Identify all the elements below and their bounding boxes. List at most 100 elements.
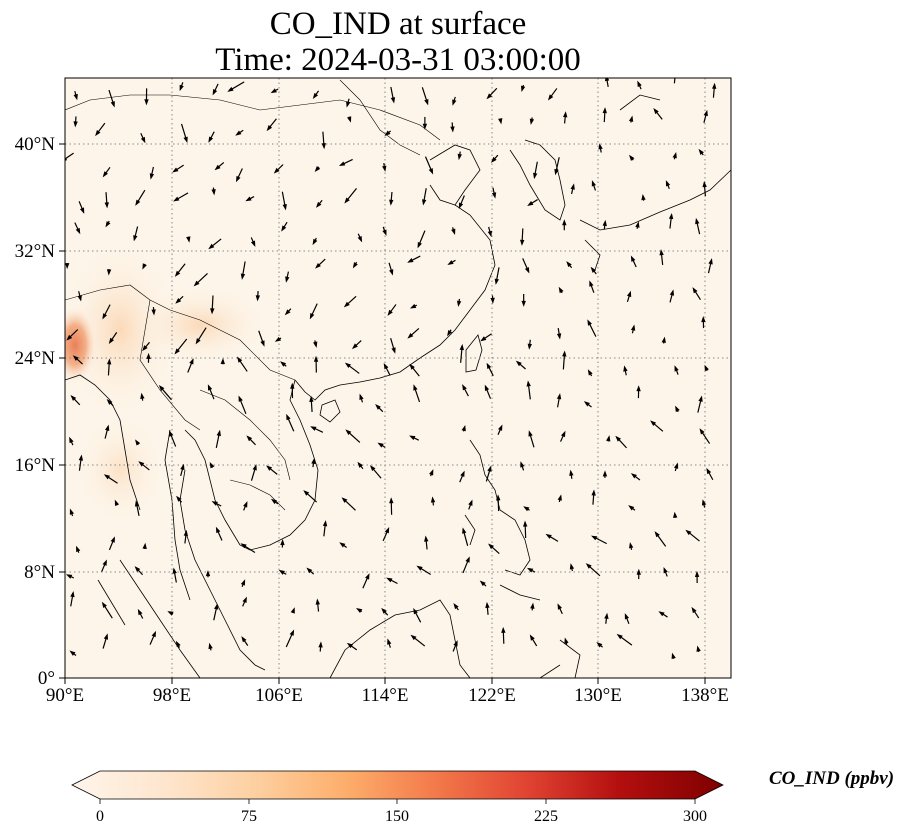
wind-arrow-head xyxy=(134,566,141,572)
wind-arrow-head xyxy=(391,347,396,354)
wind-arrow-head xyxy=(65,574,73,579)
wind-arrow-head xyxy=(698,148,704,155)
wind-arrow-head xyxy=(110,536,115,543)
wind-arrow-head xyxy=(208,136,214,143)
wind-arrow-head xyxy=(465,556,470,563)
wind-arrow-head xyxy=(563,111,568,118)
wind-arrow-head xyxy=(554,168,559,176)
wind-arrow-head xyxy=(628,115,634,122)
wind-arrow-head xyxy=(375,404,381,410)
wind-arrow-head xyxy=(236,356,243,363)
wind-arrow-head xyxy=(488,543,494,550)
wind-arrow-head xyxy=(695,217,700,225)
wind-arrow-head xyxy=(389,497,394,504)
wind-arrow-head xyxy=(624,613,630,620)
wind-arrow-head xyxy=(310,426,317,431)
wind-arrow-head xyxy=(569,469,574,476)
wind-arrow-head xyxy=(673,462,679,469)
wind-arrow-head xyxy=(485,601,490,609)
wind-arrow-head xyxy=(515,360,522,367)
wind-arrow-head xyxy=(179,84,184,92)
wind-arrow-head xyxy=(453,640,458,647)
wind-arrow-head xyxy=(208,243,215,250)
wind-arrow-head xyxy=(65,157,68,161)
colorbar-tick: 225 xyxy=(534,808,558,825)
wind-arrow-head xyxy=(626,290,632,298)
wind-arrow-head xyxy=(526,380,531,387)
wind-arrow-head xyxy=(250,240,256,247)
wind-arrow-head xyxy=(422,199,427,206)
wind-arrow-head xyxy=(628,505,635,511)
wind-arrow-head xyxy=(214,164,221,171)
wind-arrow-head xyxy=(623,365,628,372)
wind-arrow-head xyxy=(450,126,455,133)
wind-arrow-head xyxy=(212,89,218,96)
wind-arrow-head xyxy=(95,130,101,137)
wind-arrow-head xyxy=(501,626,506,633)
wind-arrow-head xyxy=(102,171,108,178)
wind-arrow-head xyxy=(210,308,215,315)
wind-arrow-head xyxy=(389,199,394,206)
wind-arrow-shaft xyxy=(65,152,74,160)
wind-arrow-head xyxy=(523,520,528,527)
wind-arrow-head xyxy=(591,180,596,187)
wind-arrow-head xyxy=(659,249,664,256)
wind-arrow-head xyxy=(487,230,492,238)
wind-arrow-head xyxy=(529,634,535,641)
wind-arrow-head xyxy=(278,569,285,575)
lon-tick-label: 106°E xyxy=(255,685,303,706)
wind-arrow-head xyxy=(240,273,246,280)
wind-arrow-head xyxy=(216,429,221,437)
wind-arrow-head xyxy=(73,93,78,101)
wind-arrow-head xyxy=(180,463,185,471)
wind-arrow-head xyxy=(570,183,575,190)
wind-arrow-head xyxy=(587,319,592,326)
wind-arrow-head xyxy=(630,255,636,262)
wind-arrow-head xyxy=(486,93,493,100)
lon-tick-label: 138°E xyxy=(681,685,729,706)
lat-tick-label: 24°N xyxy=(15,348,56,369)
wind-arrow-head xyxy=(186,236,191,243)
wind-arrow-head xyxy=(285,276,290,283)
wind-arrow-head xyxy=(486,362,492,370)
colorbar-label: CO_IND (ppbv) xyxy=(769,768,895,789)
wind-arrow-head xyxy=(266,125,273,132)
wind-arrow-head xyxy=(702,181,707,188)
wind-arrow-head xyxy=(144,99,149,106)
wind-arrow-head xyxy=(641,193,646,201)
wind-arrow-head xyxy=(672,511,678,518)
wind-arrow-head xyxy=(270,88,277,94)
wind-arrow-head xyxy=(661,336,666,343)
wind-arrow-head xyxy=(413,607,418,615)
wind-arrow-head xyxy=(105,424,110,431)
wind-arrow-head xyxy=(496,494,501,501)
wind-arrow-head xyxy=(106,358,112,365)
wind-arrow-head xyxy=(562,219,567,226)
wind-arrow-head xyxy=(389,269,394,276)
wind-arrow-head xyxy=(556,333,562,340)
wind-arrow-head xyxy=(704,364,709,372)
wind-arrow-head xyxy=(142,263,147,270)
wind-arrow-head xyxy=(175,297,182,304)
wind-arrow-head xyxy=(591,489,596,496)
wind-arrow-head xyxy=(315,201,322,208)
wind-arrow-head xyxy=(636,568,641,575)
wind-arrow-head xyxy=(479,580,486,587)
wind-arrow-head xyxy=(75,227,81,235)
wind-arrow-head xyxy=(701,499,707,506)
wind-arrow-head xyxy=(590,266,597,273)
wind-arrow-head xyxy=(240,543,247,549)
lat-tick-label: 0° xyxy=(38,668,55,689)
wind-arrow-head xyxy=(102,313,108,320)
wind-arrow-head xyxy=(151,309,156,316)
wind-arrow-head xyxy=(140,136,146,144)
wind-arrow-head xyxy=(409,303,417,309)
wind-arrow-head xyxy=(260,340,265,347)
wind-arrow-head xyxy=(569,563,575,570)
wind-arrow-head xyxy=(235,175,241,183)
wind-arrow-head xyxy=(699,428,705,435)
wind-arrow-head xyxy=(381,607,387,614)
wind-arrow-head xyxy=(314,166,321,173)
wind-arrow-head xyxy=(137,608,143,616)
wind-arrow-head xyxy=(70,590,75,598)
